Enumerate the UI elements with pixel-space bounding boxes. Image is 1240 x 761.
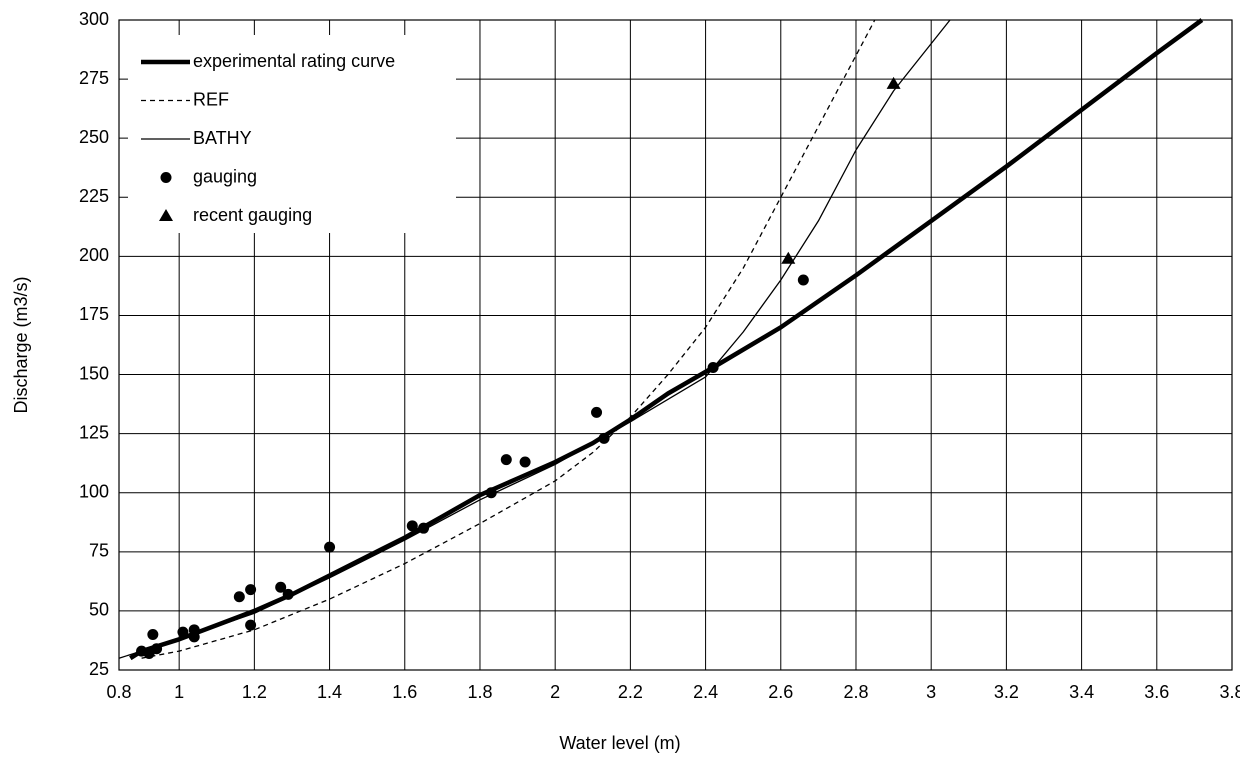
x-tick-label: 3.6 xyxy=(1144,682,1169,702)
gauging-point xyxy=(188,631,200,643)
gauging-point xyxy=(591,406,603,418)
y-tick-label: 25 xyxy=(89,659,109,679)
x-tick-label: 0.8 xyxy=(106,682,131,702)
y-tick-label: 300 xyxy=(79,9,109,29)
x-tick-label: 3 xyxy=(926,682,936,702)
y-tick-label: 175 xyxy=(79,304,109,324)
gauging-point xyxy=(519,456,531,468)
x-axis-title: Water level (m) xyxy=(559,733,680,753)
x-tick-label: 2.2 xyxy=(618,682,643,702)
y-tick-label: 100 xyxy=(79,481,109,501)
gauging-point xyxy=(598,432,610,444)
x-tick-label: 1.4 xyxy=(317,682,342,702)
gauging-point xyxy=(233,591,245,603)
y-tick-label: 50 xyxy=(89,600,109,620)
gauging-point xyxy=(406,520,418,532)
x-tick-label: 3.8 xyxy=(1219,682,1240,702)
gauging-point xyxy=(282,588,294,600)
legend-label: recent gauging xyxy=(193,205,312,225)
legend-label: BATHY xyxy=(193,128,252,148)
y-tick-label: 225 xyxy=(79,186,109,206)
plot-frame xyxy=(118,19,1233,671)
x-tick-label: 2.8 xyxy=(843,682,868,702)
gauging-point xyxy=(797,274,809,286)
x-tick-label: 1.8 xyxy=(467,682,492,702)
x-tick-label: 2.6 xyxy=(768,682,793,702)
y-tick-label: 200 xyxy=(79,245,109,265)
x-tick-label: 2.4 xyxy=(693,682,718,702)
y-tick-label: 275 xyxy=(79,68,109,88)
legend-label: REF xyxy=(193,89,229,109)
gauging-point xyxy=(418,522,430,534)
gauging-point xyxy=(245,619,257,631)
gauging-point xyxy=(275,581,287,593)
legend-swatch xyxy=(159,209,173,221)
rating-curve xyxy=(141,19,876,659)
gauging-point xyxy=(485,487,497,499)
legend: experimental rating curve REF BATHY gauging… xyxy=(128,35,456,233)
gauging-point xyxy=(147,629,159,641)
legend-box xyxy=(128,35,456,233)
y-tick-label: 75 xyxy=(89,541,109,561)
gauging-point xyxy=(707,361,719,373)
gauging-point xyxy=(500,454,512,466)
gauging-point xyxy=(324,541,336,553)
legend-label: gauging xyxy=(193,166,257,186)
recent-gauging-point xyxy=(886,76,901,89)
x-tick-label: 1.6 xyxy=(392,682,417,702)
x-tick-label: 1.2 xyxy=(242,682,267,702)
y-tick-label: 250 xyxy=(79,127,109,147)
gauging-point xyxy=(245,584,257,596)
recent-gauging-point xyxy=(781,251,796,264)
gauging-point xyxy=(151,643,163,655)
x-tick-label: 2 xyxy=(550,682,560,702)
x-tick-label: 1 xyxy=(174,682,184,702)
x-tick-label: 3.2 xyxy=(994,682,1019,702)
y-tick-label: 150 xyxy=(79,363,109,383)
gauging-point xyxy=(177,626,189,638)
legend-swatch xyxy=(160,172,172,183)
y-axis-title: Discharge (m3/s) xyxy=(11,276,31,413)
legend-label: experimental rating curve xyxy=(193,51,395,71)
rating-curve xyxy=(129,18,1204,661)
x-tick-label: 3.4 xyxy=(1069,682,1094,702)
y-tick-label: 125 xyxy=(79,422,109,442)
